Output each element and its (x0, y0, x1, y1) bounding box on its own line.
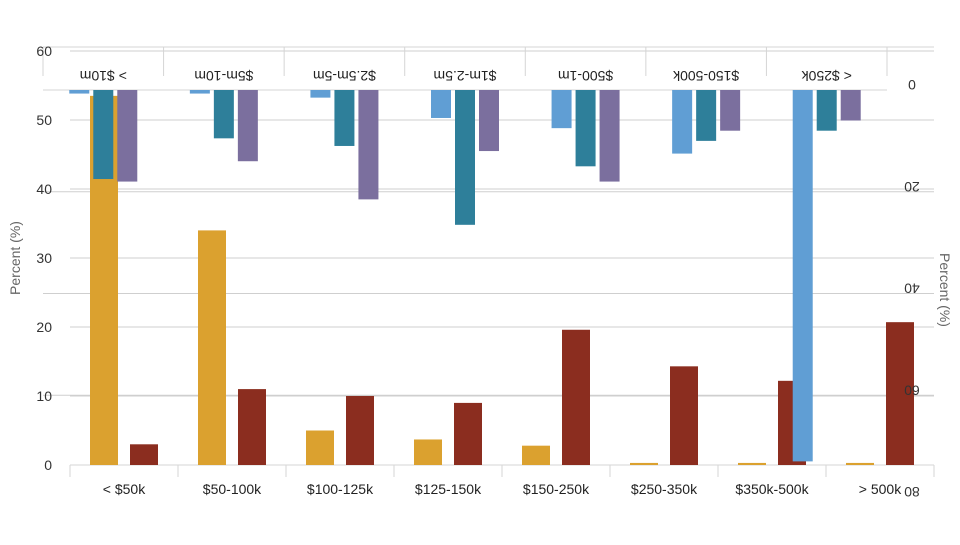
top-category-label: $1m-2.5m (433, 68, 496, 84)
bar-upright (346, 396, 374, 465)
right-tick-label: 60 (904, 382, 920, 398)
bar-rotated (551, 90, 572, 129)
right-tick-label: 80 (904, 484, 920, 500)
bar-rotated (117, 90, 138, 182)
bottom-category-label: $150-250k (523, 481, 590, 497)
bar-upright (670, 366, 698, 465)
right-tick-label: 0 (908, 77, 916, 93)
bar-upright (306, 430, 334, 465)
bar-upright (886, 322, 914, 465)
bar-upright (562, 329, 590, 465)
left-tick-label: 0 (44, 457, 52, 473)
bottom-category-label: $100-125k (307, 481, 374, 497)
top-category-label: $150-500k (672, 68, 739, 84)
left-tick-label: 50 (36, 112, 52, 128)
bar-rotated (310, 90, 331, 98)
bar-upright (630, 462, 658, 465)
left-tick-label: 30 (36, 250, 52, 266)
right-tick-label: 40 (904, 281, 920, 297)
left-tick-label: 10 (36, 388, 52, 404)
bar-upright (846, 462, 874, 465)
bar-rotated (479, 90, 499, 152)
top-category-label: $5m-10m (194, 68, 253, 84)
bar-rotated (720, 90, 741, 131)
bottom-category-label: $350k-500k (735, 481, 809, 497)
bar-upright (198, 230, 226, 465)
right-axis-title: Percent (%) (937, 253, 953, 327)
left-tick-label: 20 (36, 319, 52, 335)
bar-upright (414, 439, 442, 465)
bar-rotated (672, 90, 693, 154)
bar-upright (238, 389, 266, 465)
left-tick-label: 60 (36, 43, 52, 59)
bar-rotated (599, 90, 620, 182)
top-category-label: > $10m (80, 68, 127, 84)
left-tick-label: 40 (36, 181, 52, 197)
top-category-label: < $250k (801, 68, 852, 84)
bar-rotated (189, 90, 210, 94)
bar-rotated (455, 90, 475, 225)
top-category-label: $500-1m (558, 68, 613, 84)
bar-rotated (93, 90, 114, 180)
labels-layer: 0 10 20 30 40 50 60 < $50k $50-100k $100-125k $125… (7, 43, 953, 500)
bar-upright (130, 444, 158, 465)
bottom-category-label: > 500k (859, 481, 902, 497)
left-axis-title: Percent (%) (7, 221, 23, 295)
bars-layer (69, 90, 914, 465)
bottom-category-label: $250-350k (631, 481, 698, 497)
bar-rotated (816, 90, 837, 131)
bar-rotated (237, 90, 258, 162)
bar-upright (454, 402, 482, 465)
bar-rotated (69, 90, 90, 94)
bar-rotated (334, 90, 355, 146)
bar-rotated (840, 90, 861, 121)
bar-upright (522, 445, 550, 465)
bar-rotated (792, 90, 813, 462)
right-tick-label: 20 (904, 179, 920, 195)
bar-rotated (213, 90, 234, 139)
bar-rotated (358, 90, 379, 200)
bar-upright (738, 462, 766, 465)
bottom-category-label: < $50k (103, 481, 146, 497)
bottom-category-label: $50-100k (203, 481, 262, 497)
top-category-label: $2.5m-5m (313, 68, 376, 84)
bar-rotated (696, 90, 717, 141)
bar-rotated (575, 90, 596, 167)
bottom-category-label: $125-150k (415, 481, 482, 497)
bar-rotated (431, 90, 451, 118)
